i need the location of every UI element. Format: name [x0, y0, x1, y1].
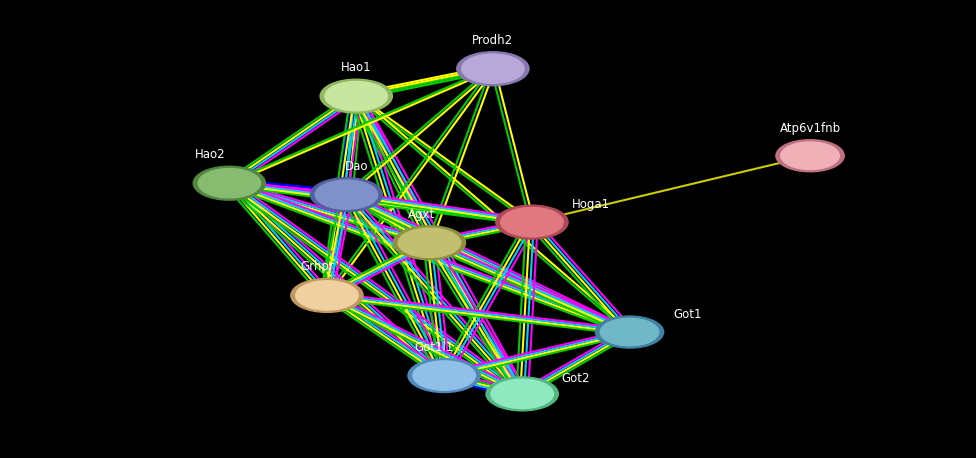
Circle shape: [600, 318, 659, 346]
Circle shape: [398, 228, 461, 257]
Text: Hao2: Hao2: [194, 148, 225, 161]
Circle shape: [408, 359, 480, 393]
Circle shape: [315, 180, 378, 209]
Text: Prodh2: Prodh2: [472, 34, 513, 47]
Circle shape: [291, 278, 363, 312]
Circle shape: [310, 178, 383, 212]
Text: Atp6v1fnb: Atp6v1fnb: [780, 122, 840, 135]
Circle shape: [457, 52, 529, 86]
Text: Got2: Got2: [561, 372, 590, 385]
Circle shape: [296, 281, 358, 310]
Circle shape: [776, 140, 844, 172]
Circle shape: [193, 166, 265, 200]
Circle shape: [496, 205, 568, 239]
Text: Agxt: Agxt: [408, 208, 435, 221]
Circle shape: [781, 142, 839, 169]
Text: Got1l1: Got1l1: [415, 341, 454, 354]
Circle shape: [486, 377, 558, 411]
Circle shape: [491, 379, 553, 409]
Text: Dao: Dao: [345, 160, 368, 173]
Text: Hao1: Hao1: [341, 61, 372, 74]
Text: Hoga1: Hoga1: [571, 198, 610, 211]
Circle shape: [325, 82, 387, 111]
Circle shape: [595, 316, 664, 348]
Text: Got1: Got1: [673, 308, 703, 321]
Circle shape: [393, 226, 466, 260]
Circle shape: [462, 54, 524, 83]
Circle shape: [320, 79, 392, 113]
Circle shape: [413, 361, 475, 390]
Circle shape: [501, 207, 563, 237]
Text: Grhpr: Grhpr: [301, 261, 334, 273]
Circle shape: [198, 169, 261, 198]
